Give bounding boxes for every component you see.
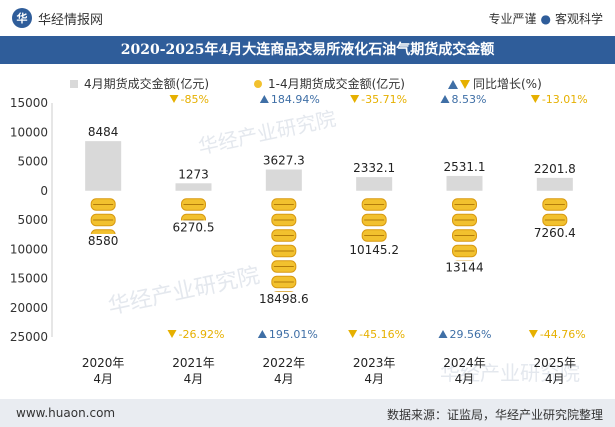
data-label-bg bbox=[436, 260, 493, 276]
data-label-cumulative: 13144 bbox=[445, 261, 483, 275]
logo-text: 华经情报网 bbox=[38, 12, 104, 28]
legend-cumulative: 1-4月期货成交金额(亿元) bbox=[268, 76, 405, 91]
yoy-cumulative-label: -26.92% bbox=[179, 328, 225, 341]
footer: www.huaon.com 数据来源：证监局，华经产业研究院整理 bbox=[0, 399, 615, 427]
slogan-right: 客观科学 bbox=[554, 12, 603, 26]
down-triangle-icon bbox=[528, 330, 538, 338]
y-tick-label: 15000 bbox=[10, 272, 48, 286]
slogan-left: 专业严谨 bbox=[488, 12, 537, 26]
y-tick-label: 15000 bbox=[10, 96, 48, 110]
data-label-bg bbox=[75, 233, 132, 249]
y-tick-label: 5000 bbox=[17, 155, 48, 169]
data-label-bg bbox=[255, 291, 312, 307]
data-label-cumulative: 6270.5 bbox=[173, 220, 215, 234]
yoy-monthly-label: 8.53% bbox=[452, 93, 487, 106]
logo-icon: 华 bbox=[12, 8, 32, 28]
title-bar: 2020-2025年4月大连商品交易所液化石油气期货成交金额 bbox=[0, 36, 615, 64]
yoy-cumulative-label: 29.56% bbox=[450, 328, 492, 341]
data-label-monthly: 3627.3 bbox=[263, 154, 305, 168]
bar-monthly bbox=[85, 141, 122, 191]
footer-source: 数据来源：证监局，华经产业研究院整理 bbox=[386, 408, 603, 422]
x-tick-label: 2023年 bbox=[353, 356, 396, 370]
data-label-bg bbox=[526, 226, 583, 242]
legend-monthly: 4月期货成交金额(亿元) bbox=[84, 76, 209, 91]
x-tick-label: 4月 bbox=[184, 372, 204, 386]
slogan-dot-icon: ● bbox=[540, 12, 551, 26]
legend-up-triangle-icon bbox=[448, 80, 458, 89]
up-triangle-icon bbox=[257, 330, 267, 338]
data-label-monthly: 2332.1 bbox=[353, 161, 395, 175]
yoy-monthly-label: 184.94% bbox=[271, 93, 320, 106]
y-tick-label: 10000 bbox=[10, 125, 48, 139]
logo: 华 华经情报网 bbox=[12, 8, 103, 28]
top-bar: 华 华经情报网 专业严谨 ● 客观科学 bbox=[0, 0, 615, 36]
y-tick-label: 5000 bbox=[17, 213, 48, 227]
data-label-monthly: 1273 bbox=[178, 167, 209, 181]
yoy-cumulative-label: -45.16% bbox=[359, 328, 405, 341]
data-label-monthly: 2201.8 bbox=[534, 162, 576, 176]
x-tick-label: 2022年 bbox=[263, 356, 306, 370]
yoy-monthly-label: -85% bbox=[181, 93, 209, 106]
data-label-bg bbox=[165, 220, 222, 236]
chart-title: 2020-2025年4月大连商品交易所液化石油气期货成交金额 bbox=[120, 42, 495, 58]
bar-monthly bbox=[175, 183, 212, 191]
yoy-cumulative-label: -44.76% bbox=[540, 328, 586, 341]
y-tick-label: 20000 bbox=[10, 301, 48, 315]
up-triangle-icon bbox=[259, 95, 269, 103]
x-tick-label: 4月 bbox=[274, 372, 294, 386]
y-tick-label: 25000 bbox=[10, 330, 48, 344]
down-triangle-icon bbox=[348, 330, 358, 338]
bar-monthly bbox=[536, 177, 573, 191]
data-label-cumulative: 10145.2 bbox=[349, 243, 399, 257]
watermark: 华经产业研究院 bbox=[440, 361, 580, 385]
up-triangle-icon bbox=[438, 330, 448, 338]
x-tick-label: 4月 bbox=[455, 372, 475, 386]
watermark: 华经产业研究院 bbox=[106, 263, 262, 319]
down-triangle-icon bbox=[167, 330, 177, 338]
x-tick-label: 2025年 bbox=[534, 356, 577, 370]
x-tick-label: 2021年 bbox=[172, 356, 215, 370]
x-tick-label: 2024年 bbox=[443, 356, 486, 370]
legend-bar-icon bbox=[70, 80, 78, 88]
x-tick-label: 4月 bbox=[93, 372, 113, 386]
y-tick-label: 0 bbox=[40, 184, 48, 198]
slogan: 专业严谨 ● 客观科学 bbox=[488, 10, 603, 27]
up-triangle-icon bbox=[440, 95, 450, 103]
data-label-monthly: 2531.1 bbox=[444, 160, 486, 174]
data-label-bg bbox=[346, 243, 403, 259]
down-triangle-icon bbox=[350, 95, 360, 103]
x-tick-label: 2020年 bbox=[82, 356, 125, 370]
data-label-cumulative: 7260.4 bbox=[534, 226, 576, 240]
bar-monthly bbox=[356, 177, 393, 191]
x-tick-label: 4月 bbox=[545, 372, 565, 386]
down-triangle-icon bbox=[530, 95, 540, 103]
bar-monthly bbox=[446, 175, 483, 191]
down-triangle-icon bbox=[169, 95, 179, 103]
y-tick-label: 10000 bbox=[10, 242, 48, 256]
bar-monthly bbox=[265, 169, 302, 191]
watermark: 华经产业研究院 bbox=[196, 106, 338, 159]
footer-url: www.huaon.com bbox=[16, 406, 116, 420]
legend-down-triangle-icon bbox=[460, 80, 470, 89]
legend-yoy: 同比增长(%) bbox=[473, 77, 542, 91]
data-label-cumulative: 8580 bbox=[88, 234, 119, 248]
yoy-cumulative-label: 195.01% bbox=[269, 328, 318, 341]
yoy-monthly-label: -35.71% bbox=[361, 93, 407, 106]
legend-coin-icon bbox=[254, 80, 262, 88]
yoy-monthly-label: -13.01% bbox=[542, 93, 588, 106]
data-label-cumulative: 18498.6 bbox=[259, 292, 309, 306]
x-tick-label: 4月 bbox=[364, 372, 384, 386]
data-label-monthly: 8484 bbox=[88, 125, 119, 139]
